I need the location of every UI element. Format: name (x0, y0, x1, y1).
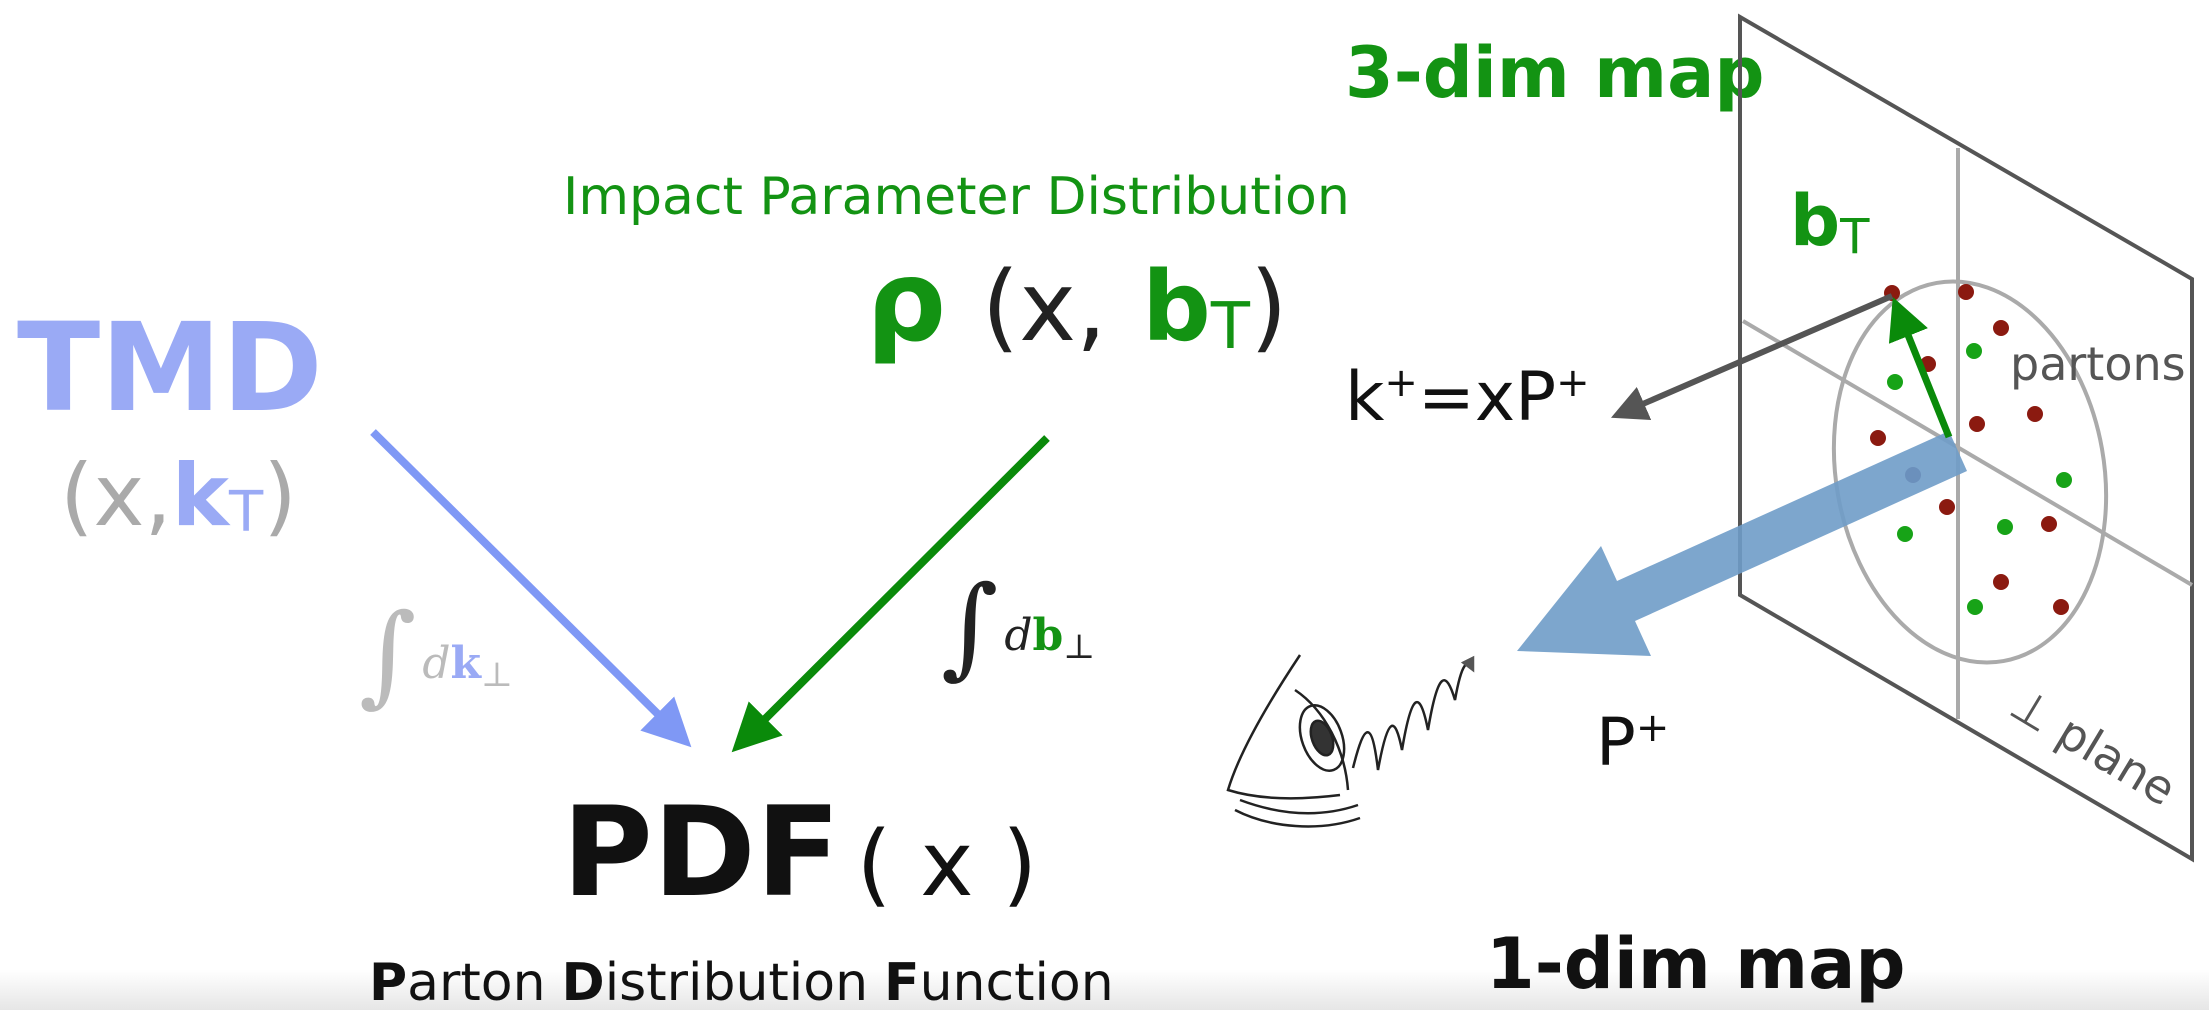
rho-close: ) (1250, 251, 1287, 363)
pdf-name: PDF (562, 781, 841, 925)
pdf-args: ( x ) (857, 812, 1038, 917)
int-k-integral: ∫ (359, 590, 416, 718)
impact-parameter-label: Impact Parameter Distribution (563, 167, 1350, 227)
int-k-subscript: ⊥ (481, 655, 513, 695)
partons-label: partons (2010, 337, 2186, 391)
int-k-d: d (422, 638, 450, 689)
tmd-vector: k (172, 446, 231, 546)
int-b-d: d (1004, 610, 1032, 661)
eq: =xP (1418, 358, 1556, 437)
tmd-close: ) (263, 446, 297, 546)
word-rest: istribution (605, 953, 868, 1010)
rho-args: (x, (982, 251, 1107, 363)
tmd-args: (x, (60, 446, 172, 546)
tmd-name: TMD (17, 297, 323, 439)
word-rest: unction (920, 953, 1114, 1010)
sup: + (1636, 705, 1670, 751)
rho-symbol: ρ (866, 237, 946, 367)
word-rest: arton (407, 953, 545, 1010)
three-dim-map: 3-dim map (1345, 32, 1764, 114)
diagram: 3-dim map Impact Parameter Distribution … (0, 0, 2209, 1010)
int-b-subscript: ⊥ (1063, 627, 1095, 667)
initial: P (369, 953, 407, 1010)
bt-subscript: T (1839, 209, 1870, 265)
sup: + (1384, 360, 1418, 406)
int-b-vector: b (1032, 610, 1063, 661)
bt-vector: b (1790, 180, 1840, 262)
int-k-vector: k (450, 638, 482, 689)
rho-vector: b (1142, 251, 1211, 363)
initial: D (562, 953, 605, 1010)
int-b-integral: ∫ (941, 562, 998, 690)
p: P (1596, 704, 1636, 781)
sup: + (1556, 360, 1590, 406)
tmd-subscript: T (228, 480, 264, 545)
k-plus-label: k+=xP+ (1345, 358, 1590, 437)
pdf-full-name: Parton Distribution Function (369, 953, 1114, 1010)
k: k (1345, 358, 1385, 437)
one-dim-map: 1-dim map (1486, 923, 1905, 1005)
rho-subscript: T (1210, 290, 1251, 364)
initial: F (884, 953, 920, 1010)
